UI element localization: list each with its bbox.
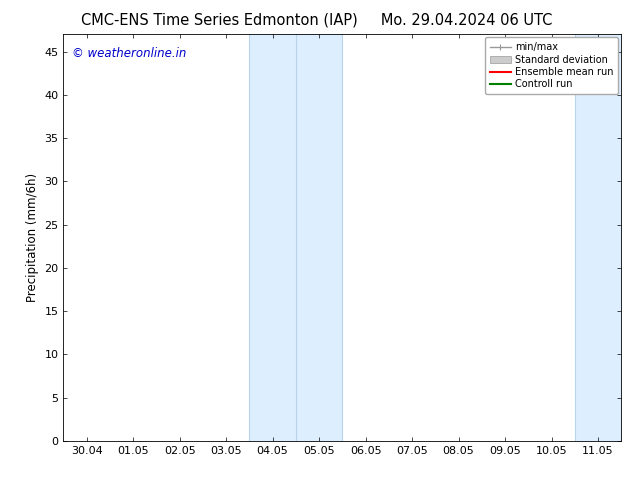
Bar bbox=[249, 34, 342, 441]
Legend: min/max, Standard deviation, Ensemble mean run, Controll run: min/max, Standard deviation, Ensemble me… bbox=[485, 37, 618, 94]
Y-axis label: Precipitation (mm/6h): Precipitation (mm/6h) bbox=[26, 173, 39, 302]
Text: © weatheronline.in: © weatheronline.in bbox=[72, 47, 186, 59]
Bar bbox=[575, 34, 621, 441]
Text: CMC-ENS Time Series Edmonton (IAP)     Mo. 29.04.2024 06 UTC: CMC-ENS Time Series Edmonton (IAP) Mo. 2… bbox=[81, 12, 553, 27]
